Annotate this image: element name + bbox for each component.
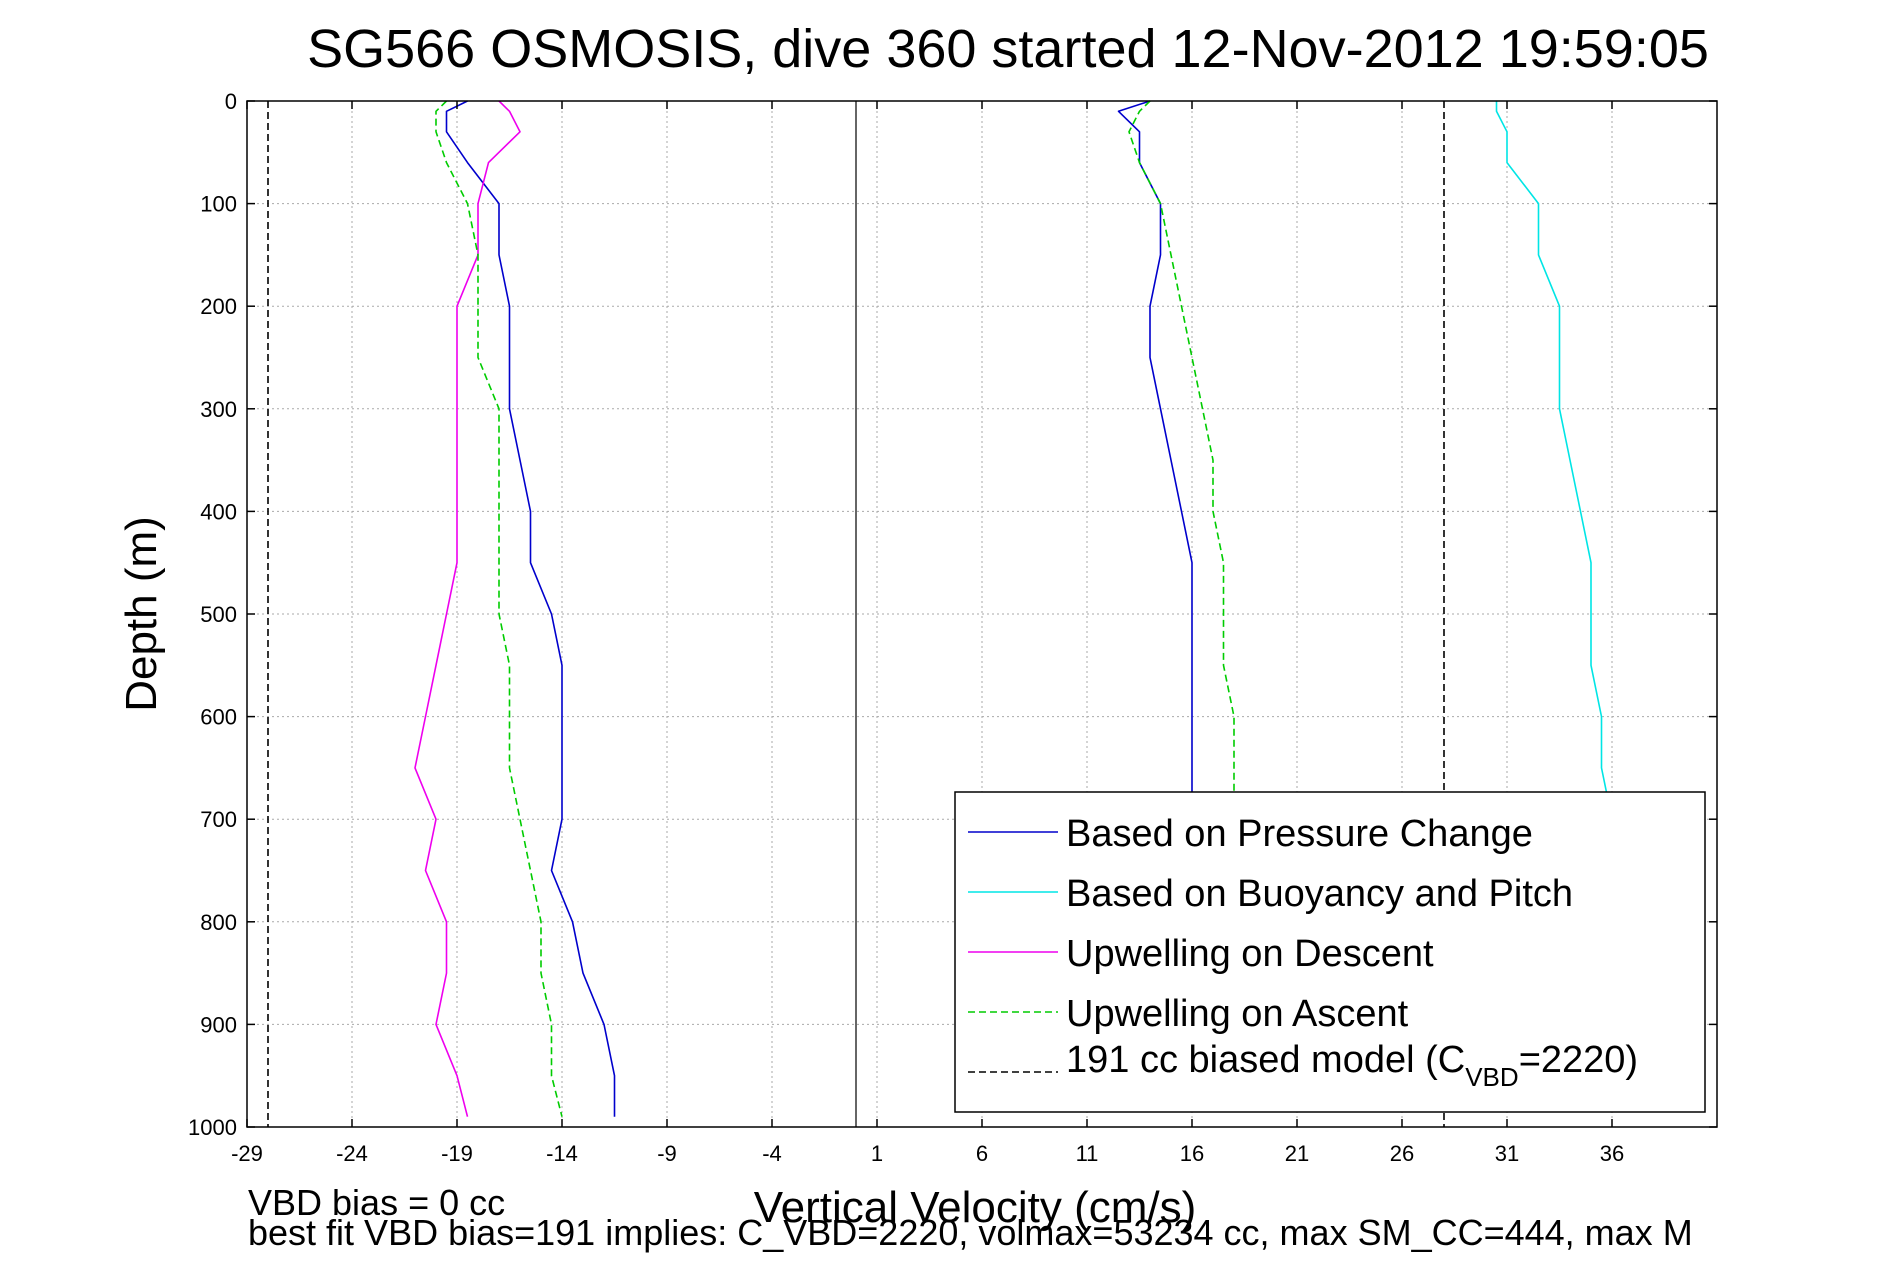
x-tick-label: -9 <box>657 1141 677 1166</box>
x-tick-label: -29 <box>231 1141 263 1166</box>
x-axis-label: Vertical Velocity (cm/s) <box>754 1183 1197 1232</box>
x-tick-label: -19 <box>441 1141 473 1166</box>
y-tick-label: 700 <box>200 807 237 832</box>
x-tick-label: 31 <box>1495 1141 1519 1166</box>
x-tick-label: 36 <box>1600 1141 1624 1166</box>
legend-model-subscript: VBD <box>1465 1062 1518 1092</box>
legend-label-model: 191 cc biased model (CVBD=2220) <box>1066 1039 1638 1092</box>
x-tick-label: -24 <box>336 1141 368 1166</box>
y-tick-label: 800 <box>200 910 237 935</box>
legend-box <box>954 791 1706 1113</box>
y-tick-label: 100 <box>200 192 237 217</box>
x-tick-label: 6 <box>976 1141 988 1166</box>
y-tick-label: 0 <box>225 89 237 114</box>
series-line-pressure_ascent <box>1117 100 1193 820</box>
legend-label-ascent: Upwelling on Ascent <box>1066 993 1409 1035</box>
x-tick-label: 26 <box>1390 1141 1414 1166</box>
chart-title: SG566 OSMOSIS, dive 360 started 12-Nov-2… <box>307 19 1709 79</box>
series-line-upwelling_descent <box>414 100 521 1117</box>
series-line-buoyancy_ascent <box>1495 101 1613 871</box>
y-tick-label: 1000 <box>188 1115 237 1140</box>
y-tick-label: 500 <box>200 602 237 627</box>
x-tick-label: 16 <box>1180 1141 1204 1166</box>
series-line-upwelling_ascent_right <box>1128 100 1235 820</box>
series-group <box>267 100 1613 1127</box>
legend: Based on Pressure Change Based on Buoyan… <box>954 791 1706 1113</box>
legend-model-prefix: 191 cc biased model (C <box>1066 1039 1465 1081</box>
footer-line-1: VBD bias = 0 cc <box>248 1182 505 1223</box>
series-line-pressure_descent <box>445 100 616 1117</box>
x-tick-label: 11 <box>1076 1141 1099 1166</box>
y-axis-label: Depth (m) <box>117 516 166 712</box>
y-tick-label: 200 <box>200 294 237 319</box>
x-tick-label: 1 <box>871 1141 883 1166</box>
y-tick-label: 400 <box>200 499 237 524</box>
y-tick-label: 600 <box>200 705 237 730</box>
y-tick-label: 300 <box>200 397 237 422</box>
x-tick-label: -14 <box>546 1141 578 1166</box>
legend-model-suffix: =2220) <box>1519 1039 1638 1081</box>
legend-label-descent: Upwelling on Descent <box>1066 933 1434 975</box>
footer-line-2: best fit VBD bias=191 implies: C_VBD=222… <box>248 1212 1693 1253</box>
x-tick-label: 21 <box>1285 1141 1309 1166</box>
legend-label-pressure: Based on Pressure Change <box>1066 813 1533 855</box>
y-tick-label: 900 <box>200 1012 237 1037</box>
series-line-upwelling_ascent <box>435 100 563 1117</box>
tick-group: -29 -24 -19 -14 -9 -4 1 6 11 16 21 26 31 360100200300… <box>188 89 1717 1166</box>
x-tick-label: -4 <box>762 1141 782 1166</box>
legend-label-buoyancy: Based on Buoyancy and Pitch <box>1066 873 1573 915</box>
